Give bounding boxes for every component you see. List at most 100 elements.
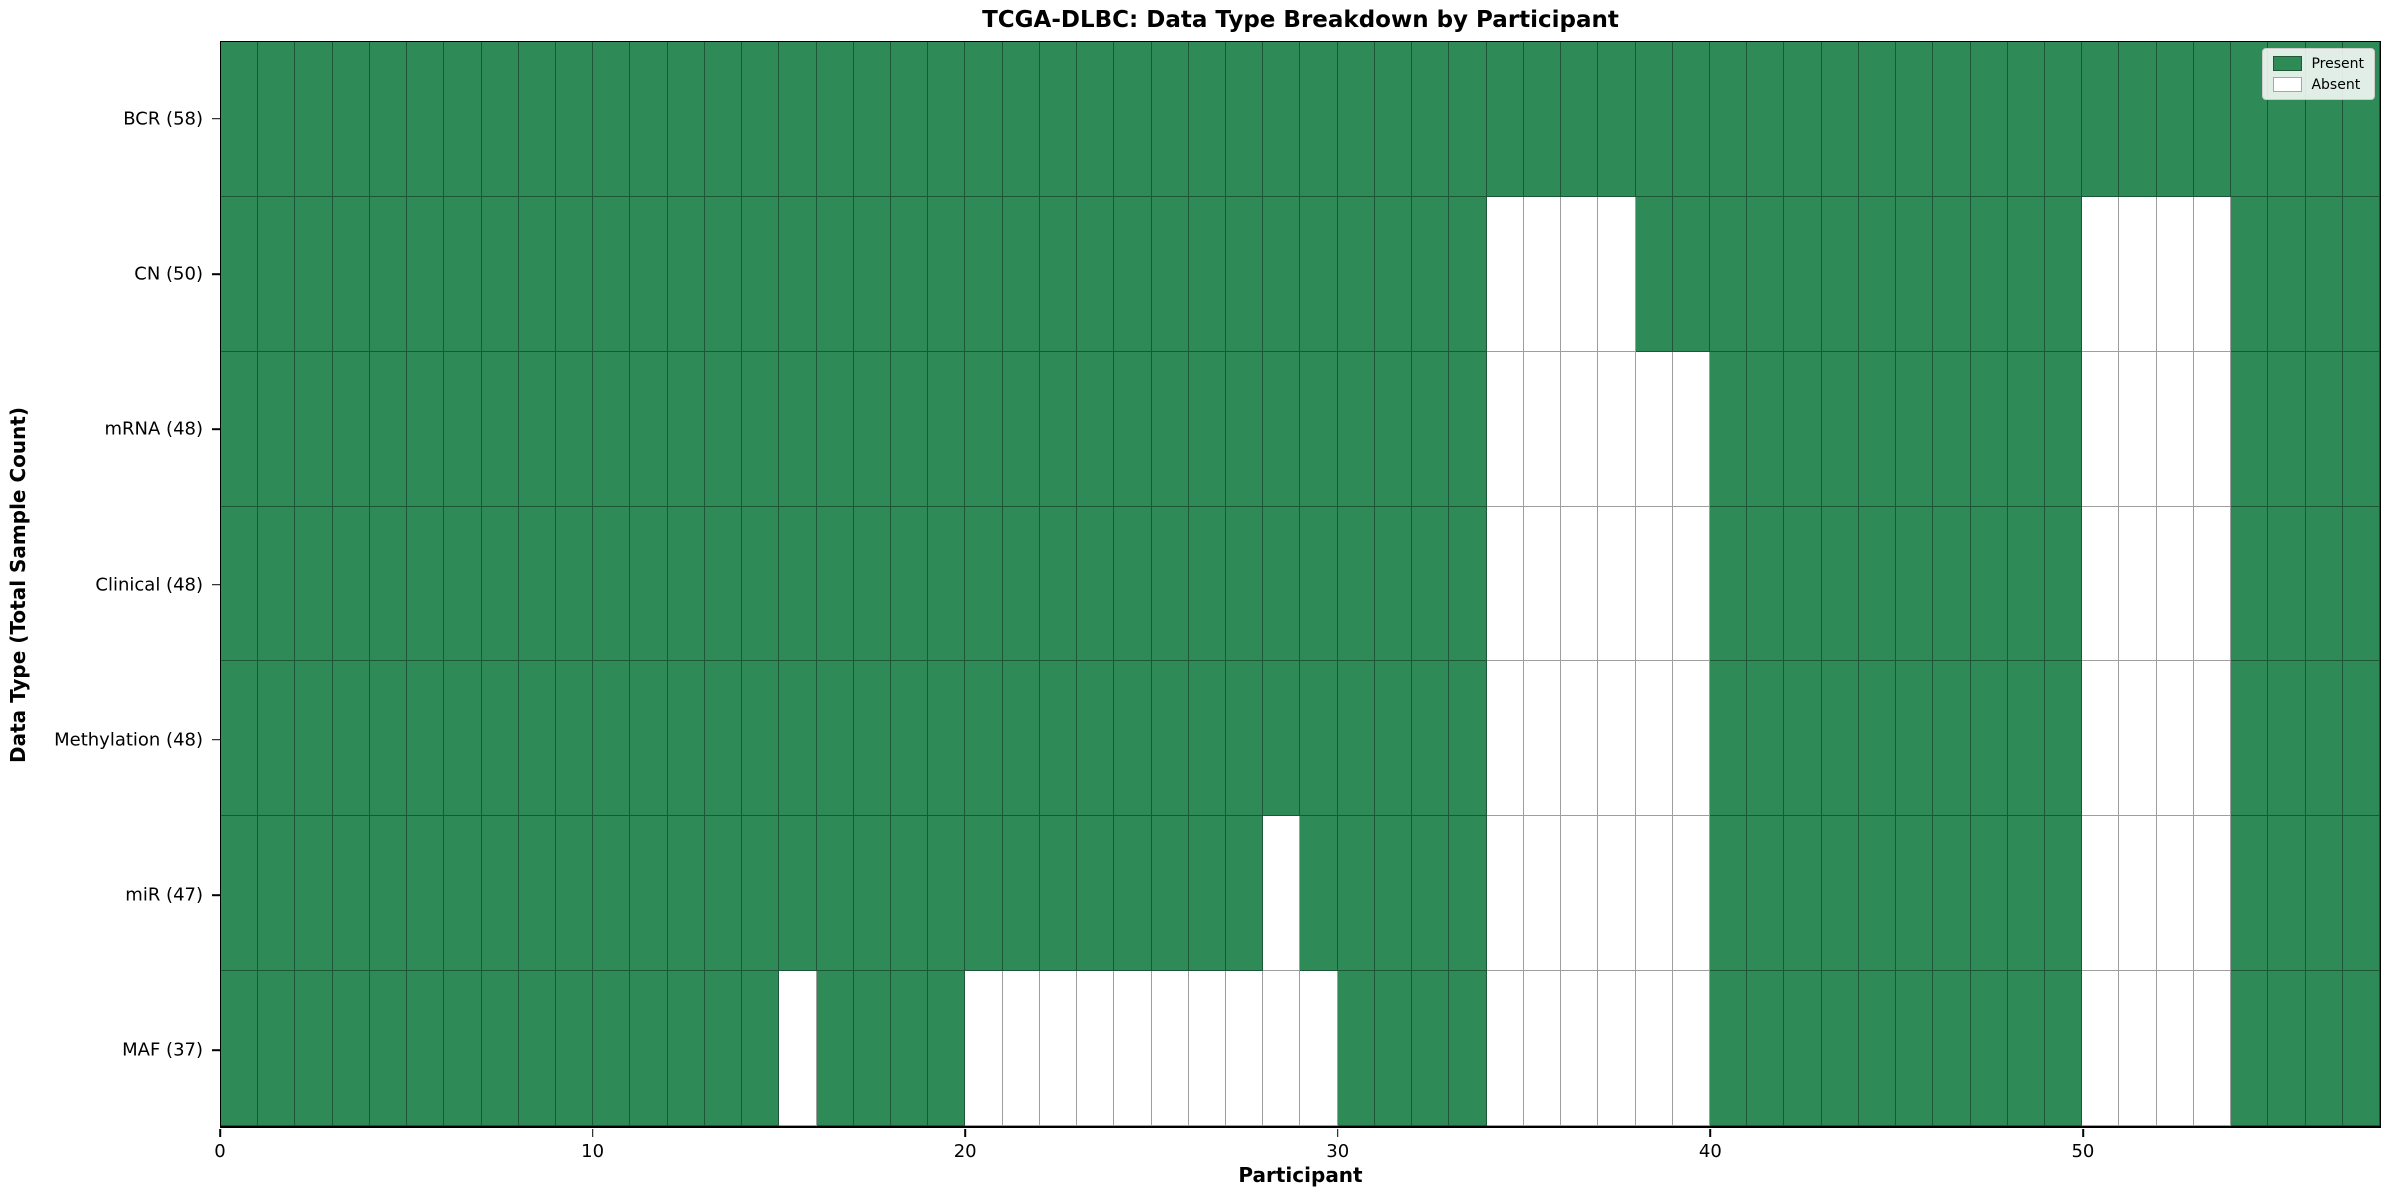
heatmap-cell <box>2193 351 2232 507</box>
heatmap-cell <box>1002 661 1040 817</box>
heatmap-cell <box>1709 351 1748 507</box>
heatmap-cell <box>2156 661 2194 817</box>
x-axis: 0 10 20 30 40 50 <box>214 1128 2381 1173</box>
heatmap-cell <box>2268 506 2306 662</box>
heatmap-cell <box>556 971 594 1126</box>
heatmap-cell <box>1449 42 1487 197</box>
heatmap-cell <box>2193 661 2232 817</box>
heatmap-cell <box>742 971 780 1126</box>
heatmap-cell <box>2119 816 2157 972</box>
heatmap-cell <box>1077 506 1115 662</box>
heatmap-cell <box>332 42 370 197</box>
heatmap-cell <box>816 196 854 352</box>
heatmap-cell <box>1598 42 1636 197</box>
heatmap-cell <box>1709 661 1748 817</box>
heatmap-cell <box>1412 196 1450 352</box>
heatmap-cell <box>853 42 892 197</box>
heatmap-cell <box>965 42 1003 197</box>
heatmap-cell <box>2119 196 2157 352</box>
heatmap-cell <box>1970 351 2008 507</box>
heatmap-cell <box>853 971 892 1126</box>
heatmap-cell <box>444 42 482 197</box>
heatmap-cell <box>518 196 557 352</box>
heatmap-cell <box>1188 971 1227 1126</box>
heatmap-cell <box>2305 506 2343 662</box>
heatmap-cell <box>1486 42 1524 197</box>
heatmap-cell <box>2082 971 2120 1126</box>
x-tick-mark <box>591 1129 594 1137</box>
heatmap-cell <box>853 351 892 507</box>
heatmap-cell <box>891 971 929 1126</box>
heatmap-cell <box>704 196 743 352</box>
heatmap-cell <box>2342 196 2380 352</box>
heatmap-cell <box>2007 351 2045 507</box>
heatmap-cell <box>1151 42 1189 197</box>
heatmap-cell <box>2082 661 2120 817</box>
heatmap-cell <box>1858 971 1897 1126</box>
heatmap-cell <box>1337 506 1375 662</box>
heatmap-cell <box>295 351 333 507</box>
heatmap-cell <box>593 661 631 817</box>
heatmap-cell <box>1077 351 1115 507</box>
y-tick-mark <box>212 583 220 586</box>
x-tick-label: 10 <box>581 1141 605 1162</box>
legend: Present Absent <box>2262 48 2375 100</box>
heatmap-cell <box>2231 661 2269 817</box>
heatmap-cell <box>1672 351 1710 507</box>
heatmap-cell <box>779 196 817 352</box>
heatmap-cell <box>853 816 892 972</box>
heatmap-cell <box>1151 971 1189 1126</box>
heatmap-cell <box>965 816 1003 972</box>
heatmap-cell <box>928 661 966 817</box>
heatmap-cell <box>1151 816 1189 972</box>
heatmap-cell <box>891 196 929 352</box>
heatmap-cell <box>2007 661 2045 817</box>
heatmap-cell <box>258 661 296 817</box>
heatmap-cell <box>1747 42 1785 197</box>
heatmap-cell <box>1002 351 1040 507</box>
x-tick-mark <box>964 1129 966 1137</box>
heatmap-cell <box>742 351 780 507</box>
heatmap-cell <box>816 661 854 817</box>
heatmap-cell <box>593 506 631 662</box>
heatmap-cell <box>1933 196 1971 352</box>
heatmap-cell <box>295 661 333 817</box>
heatmap-cell <box>1263 816 1301 972</box>
heatmap-cell <box>518 351 557 507</box>
heatmap-cell <box>1151 506 1189 662</box>
heatmap-cell <box>2342 506 2380 662</box>
heatmap-cell <box>1077 971 1115 1126</box>
heatmap-cell <box>2156 816 2194 972</box>
heatmap-cell <box>2044 351 2083 507</box>
heatmap-cell <box>2231 971 2269 1126</box>
heatmap-cell <box>1449 351 1487 507</box>
heatmap-cell <box>258 816 296 972</box>
heatmap-cell <box>630 661 668 817</box>
heatmap-cell <box>295 42 333 197</box>
heatmap-cell <box>1039 42 1078 197</box>
heatmap-cell <box>1039 351 1078 507</box>
heatmap-cell <box>742 506 780 662</box>
heatmap-cell <box>1412 816 1450 972</box>
heatmap-cell <box>1188 42 1227 197</box>
legend-label-present: Present <box>2311 55 2364 72</box>
heatmap-cell <box>295 506 333 662</box>
heatmap-cell <box>1226 42 1264 197</box>
heatmap-cell <box>295 816 333 972</box>
heatmap-cell <box>1858 816 1897 972</box>
heatmap-cell <box>369 816 408 972</box>
plot-area: Present Absent <box>220 41 2381 1128</box>
heatmap-cell <box>1412 661 1450 817</box>
heatmap-cell <box>1635 351 1673 507</box>
heatmap-cell <box>630 351 668 507</box>
heatmap-cell <box>1523 661 1562 817</box>
y-tick-mark <box>212 117 220 120</box>
heatmap-grid <box>221 42 2380 1126</box>
heatmap-cell <box>2268 661 2306 817</box>
heatmap-cell <box>481 42 519 197</box>
heatmap-cell <box>481 816 519 972</box>
heatmap-cell <box>295 196 333 352</box>
heatmap-cell <box>444 816 482 972</box>
heatmap-cell <box>258 42 296 197</box>
x-tick-label: 30 <box>1326 1141 1350 1162</box>
